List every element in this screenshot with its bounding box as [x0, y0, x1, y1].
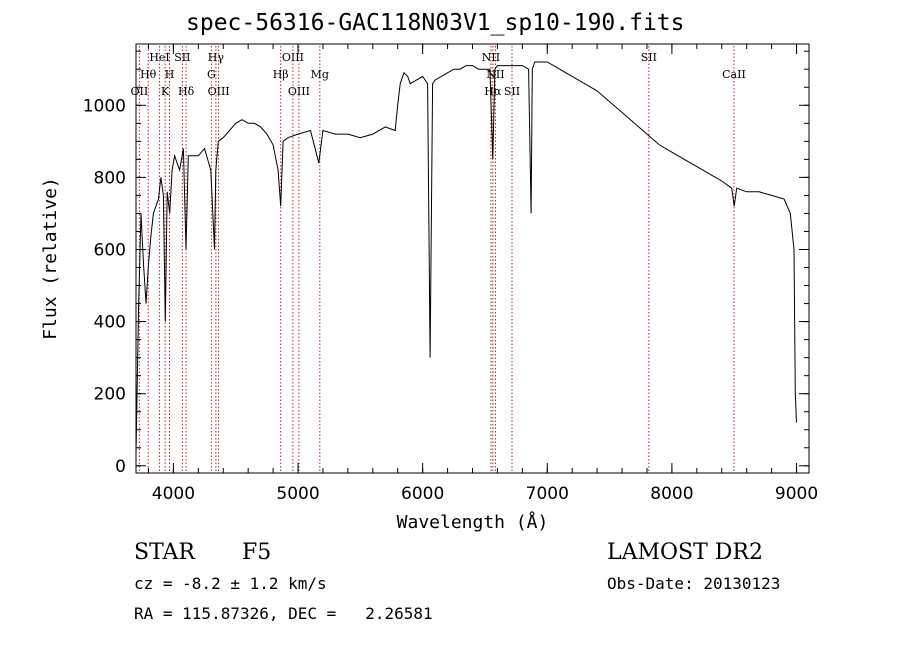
- x-tick-label: 5000: [276, 484, 319, 504]
- y-tick-label: 400: [94, 313, 126, 333]
- object-subclass: F5: [242, 540, 272, 565]
- x-tick-label: 7000: [526, 484, 569, 504]
- line-marker-label: OII: [131, 85, 149, 98]
- line-marker-label: SII: [174, 51, 190, 64]
- line-marker-label: Hβ: [273, 68, 289, 81]
- line-marker-label: OIII: [288, 85, 310, 98]
- x-axis-label: Wavelength (Å): [397, 511, 549, 533]
- line-marker-label: Mg: [311, 68, 329, 81]
- line-marker-label: NII: [482, 51, 500, 64]
- plot-frame: [135, 43, 810, 474]
- survey-name: LAMOST DR2: [607, 540, 763, 565]
- line-marker-label: OIII: [208, 85, 230, 98]
- line-marker-label: H: [165, 68, 175, 81]
- line-marker-label: Hα: [484, 85, 502, 98]
- y-tick-label: 0: [115, 457, 126, 477]
- x-tick-label: 6000: [401, 484, 444, 504]
- line-marker-label: SII: [504, 85, 520, 98]
- object-class: STAR: [134, 540, 195, 565]
- axis-ticks: 4000 5000 6000 7000 8000 9000 0 200 400 600 800 100…: [83, 44, 818, 504]
- line-marker-label: Hδ: [178, 85, 195, 98]
- line-marker-label: HeI: [149, 51, 169, 64]
- line-marker-label: CaII: [722, 68, 746, 81]
- line-marker-label: K: [161, 85, 170, 98]
- spectrum-line: [135, 61, 797, 456]
- y-tick-label: 600: [94, 240, 126, 260]
- line-marker-label: NII: [486, 68, 504, 81]
- y-tick-label: 1000: [83, 96, 126, 116]
- y-tick-label: 200: [94, 385, 126, 405]
- x-tick-label: 9000: [775, 484, 818, 504]
- line-marker-label: G: [207, 68, 216, 81]
- line-marker-label: OIII: [282, 51, 304, 64]
- coordinates: RA = 115.87326, DEC = 2.26581: [134, 604, 433, 623]
- line-markers: [138, 46, 735, 473]
- chart-title: spec-56316-GAC118N03V1_sp10-190.fits: [186, 10, 685, 36]
- line-labels: OIIHθHeIKHSIIHδHγGOIIIHβOIIIOIIIMgNIINII…: [131, 51, 746, 98]
- y-axis-label: Flux (relative): [40, 177, 61, 340]
- y-tick-label: 800: [94, 168, 126, 188]
- redshift-velocity: cz = -8.2 ± 1.2 km/s: [134, 574, 327, 593]
- x-tick-label: 8000: [650, 484, 693, 504]
- observation-date: Obs-Date: 20130123: [607, 574, 781, 593]
- line-marker-label: Hθ: [140, 68, 157, 81]
- line-marker-label: Hγ: [208, 51, 225, 64]
- line-marker-label: SII: [641, 51, 657, 64]
- x-tick-label: 4000: [152, 484, 195, 504]
